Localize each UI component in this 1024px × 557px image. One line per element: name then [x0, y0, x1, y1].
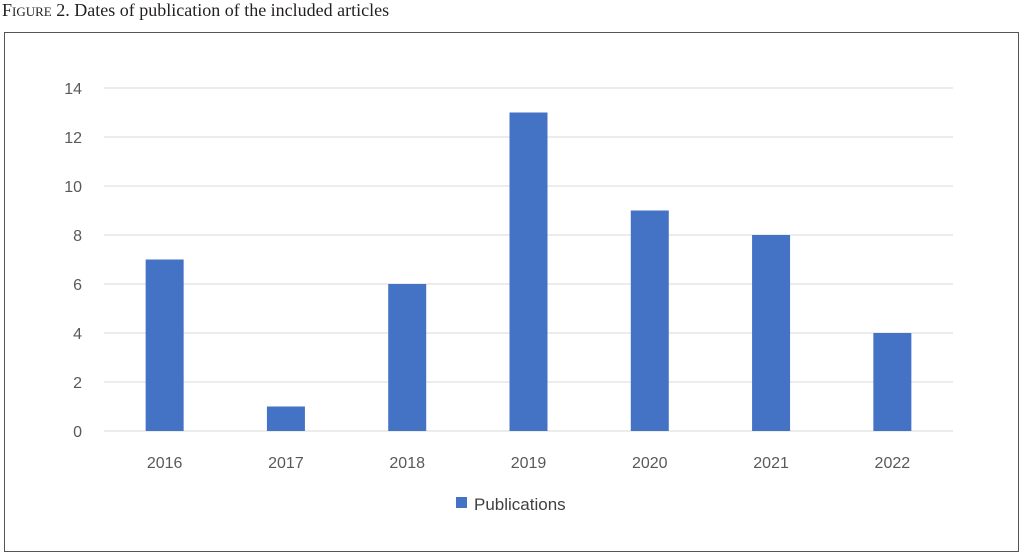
x-tick-label: 2019 [511, 455, 547, 472]
y-tick-label: 0 [73, 424, 82, 441]
bar-2016 [145, 259, 184, 431]
x-tick-label: 2022 [875, 455, 911, 472]
bar-2019 [509, 112, 548, 431]
legend: Publications [456, 495, 566, 514]
bars [145, 112, 912, 431]
y-tick-label: 8 [73, 228, 82, 245]
y-tick-label: 4 [73, 326, 82, 343]
y-tick-label: 2 [73, 375, 82, 392]
y-tick-label: 6 [73, 277, 82, 294]
figure-caption-text: Dates of publication of the included art… [74, 0, 390, 20]
x-tick-label: 2020 [632, 455, 668, 472]
legend-swatch [456, 497, 467, 508]
x-tick-label: 2021 [753, 455, 789, 472]
bar-2018 [388, 284, 427, 431]
y-tick-label: 14 [64, 81, 82, 98]
chart-frame [4, 32, 1019, 552]
bar-2020 [630, 210, 669, 431]
x-tick-label: 2018 [389, 455, 425, 472]
x-axis-ticks: 2016 2017 2018 2019 2020 2021 2022 [147, 455, 910, 472]
y-tick-label: 10 [64, 179, 82, 196]
legend-label: Publications [474, 495, 566, 514]
y-tick-label: 12 [64, 130, 82, 147]
figure-caption: Figure 2. Dates of publication of the in… [2, 0, 389, 21]
x-tick-label: 2016 [147, 455, 183, 472]
x-tick-label: 2017 [268, 455, 304, 472]
bar-2022 [873, 333, 912, 431]
bar-2017 [266, 406, 305, 431]
y-axis-ticks: 0 2 4 6 8 10 12 14 [64, 81, 82, 441]
figure-label: Figure 2. [2, 0, 70, 20]
bar-2021 [752, 235, 791, 431]
